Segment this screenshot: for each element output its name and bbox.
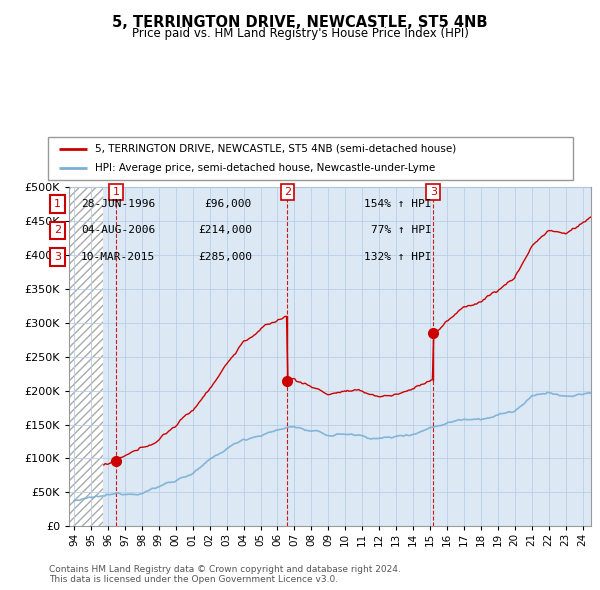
Bar <box>69 187 103 526</box>
Text: 3: 3 <box>430 187 437 197</box>
Text: 10-MAR-2015: 10-MAR-2015 <box>81 252 155 261</box>
Text: £96,000: £96,000 <box>205 199 252 208</box>
FancyBboxPatch shape <box>48 137 573 180</box>
FancyBboxPatch shape <box>50 195 65 212</box>
Text: 154% ↑ HPI: 154% ↑ HPI <box>365 199 432 208</box>
Text: HPI: Average price, semi-detached house, Newcastle-under-Lyme: HPI: Average price, semi-detached house,… <box>95 163 436 173</box>
FancyBboxPatch shape <box>50 222 65 239</box>
FancyBboxPatch shape <box>50 248 65 266</box>
Text: Contains HM Land Registry data © Crown copyright and database right 2024.
This d: Contains HM Land Registry data © Crown c… <box>49 565 401 584</box>
Text: 5, TERRINGTON DRIVE, NEWCASTLE, ST5 4NB: 5, TERRINGTON DRIVE, NEWCASTLE, ST5 4NB <box>112 15 488 30</box>
Text: 04-AUG-2006: 04-AUG-2006 <box>81 225 155 235</box>
Text: 77% ↑ HPI: 77% ↑ HPI <box>371 225 432 235</box>
Text: 3: 3 <box>54 252 61 262</box>
Text: 1: 1 <box>113 187 120 197</box>
Text: 28-JUN-1996: 28-JUN-1996 <box>81 199 155 208</box>
Text: 1: 1 <box>54 199 61 209</box>
Text: 2: 2 <box>54 225 61 235</box>
Text: 5, TERRINGTON DRIVE, NEWCASTLE, ST5 4NB (semi-detached house): 5, TERRINGTON DRIVE, NEWCASTLE, ST5 4NB … <box>95 144 457 154</box>
Text: 2: 2 <box>284 187 291 197</box>
Text: Price paid vs. HM Land Registry's House Price Index (HPI): Price paid vs. HM Land Registry's House … <box>131 27 469 40</box>
Text: 132% ↑ HPI: 132% ↑ HPI <box>365 252 432 261</box>
Text: £214,000: £214,000 <box>198 225 252 235</box>
Text: £285,000: £285,000 <box>198 252 252 261</box>
